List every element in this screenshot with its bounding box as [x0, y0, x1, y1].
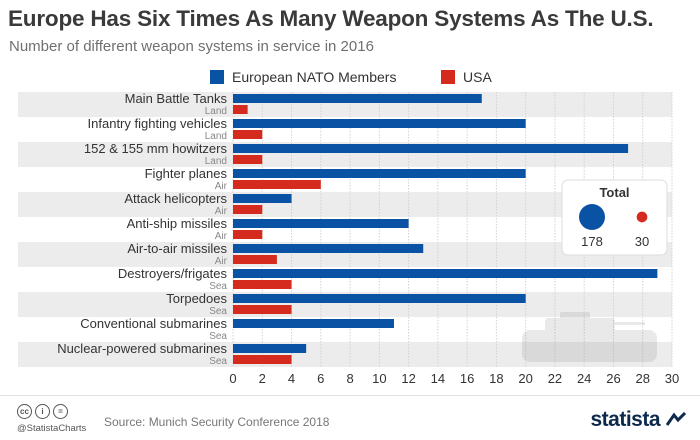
total-value-1: 30	[635, 234, 649, 249]
bar-usa-torpedoes	[233, 305, 292, 314]
attribution-icon: i	[35, 404, 50, 419]
category-label-main-battle-tanks: Main Battle Tanks	[125, 91, 228, 106]
source-note: Source: Munich Security Conference 2018	[104, 415, 330, 429]
domain-label-conventional-submarines: Sea	[209, 331, 227, 342]
row-band-nuclear-powered-submarines	[18, 342, 672, 367]
statista-logo-icon	[666, 412, 686, 426]
domain-label-anti-ship-missiles: Air	[215, 231, 228, 242]
legend-item-usa: USA	[441, 69, 492, 85]
x-tick-label-2: 2	[259, 371, 266, 386]
domain-label-nuclear-powered-submarines: Sea	[209, 356, 227, 367]
x-tick-label-14: 14	[431, 371, 445, 386]
statista-logo[interactable]: statista	[590, 408, 660, 431]
x-tick-label-18: 18	[489, 371, 503, 386]
x-tick-label-10: 10	[372, 371, 386, 386]
domain-label-infantry-fighting-vehicles: Land	[205, 131, 227, 142]
chart-title: Europe Has Six Times As Many Weapon Syst…	[8, 6, 654, 31]
total-value-0: 178	[581, 234, 603, 249]
domain-label-152-155-mm-howitzers: Land	[205, 156, 227, 167]
chart-subtitle: Number of different weapon systems in se…	[9, 38, 374, 55]
legend: European NATO Members USA	[0, 69, 700, 89]
category-label-fighter-planes: Fighter planes	[145, 166, 228, 181]
bar-european-nato-members-infantry-fighting-vehicles	[233, 119, 526, 128]
x-tick-label-8: 8	[346, 371, 353, 386]
category-label-destroyers-frigates: Destroyers/frigates	[118, 266, 228, 281]
category-label-attack-helicopters: Attack helicopters	[124, 191, 227, 206]
bar-european-nato-members-main-battle-tanks	[233, 94, 482, 103]
domain-label-attack-helicopters: Air	[215, 206, 228, 217]
x-tick-label-28: 28	[635, 371, 649, 386]
x-tick-label-20: 20	[518, 371, 532, 386]
x-tick-label-4: 4	[288, 371, 295, 386]
x-tick-label-6: 6	[317, 371, 324, 386]
domain-label-torpedoes: Sea	[209, 306, 227, 317]
tank-silhouette	[522, 312, 657, 362]
bar-usa-infantry-fighting-vehicles	[233, 130, 263, 139]
x-tick-label-26: 26	[606, 371, 620, 386]
x-tick-label-24: 24	[577, 371, 591, 386]
x-tick-label-12: 12	[401, 371, 415, 386]
bar-european-nato-members-anti-ship-missiles	[233, 219, 409, 228]
bar-european-nato-members-air-to-air-missiles	[233, 244, 424, 253]
bar-usa-air-to-air-missiles	[233, 255, 277, 264]
domain-label-air-to-air-missiles: Air	[215, 256, 228, 267]
bar-european-nato-members-torpedoes	[233, 294, 526, 303]
bar-usa-destroyers-frigates	[233, 280, 292, 289]
bars	[233, 94, 658, 364]
total-bubble-0	[579, 204, 605, 230]
legend-label-europe: European NATO Members	[232, 69, 397, 85]
category-label-air-to-air-missiles: Air-to-air missiles	[127, 241, 227, 256]
bar-european-nato-members-destroyers-frigates	[233, 269, 658, 278]
category-label-torpedoes: Torpedoes	[166, 291, 227, 306]
legend-item-europe: European NATO Members	[210, 69, 396, 85]
bar-usa-main-battle-tanks	[233, 105, 248, 114]
bar-usa-fighter-planes	[233, 180, 321, 189]
legend-swatch-usa	[441, 70, 455, 84]
domain-label-destroyers-frigates: Sea	[209, 281, 227, 292]
bar-european-nato-members-conventional-submarines	[233, 319, 394, 328]
cc-icon: cc	[17, 404, 32, 419]
total-title: Total	[599, 185, 629, 200]
license-icons: cc i =	[17, 404, 68, 419]
category-label-anti-ship-missiles: Anti-ship missiles	[127, 216, 228, 231]
legend-label-usa: USA	[463, 69, 492, 85]
domain-label-fighter-planes: Air	[215, 181, 228, 192]
total-box	[561, 179, 668, 256]
x-tick-label-0: 0	[229, 371, 236, 386]
x-tick-label-30: 30	[665, 371, 679, 386]
x-tick-label-22: 22	[548, 371, 562, 386]
bar-usa-attack-helicopters	[233, 205, 263, 214]
bar-european-nato-members-nuclear-powered-submarines	[233, 344, 307, 353]
footer: cc i = @StatistaCharts Source: Munich Se…	[0, 395, 700, 440]
bar-usa-anti-ship-missiles	[233, 230, 263, 239]
bar-usa-nuclear-powered-submarines	[233, 355, 292, 364]
category-label-infantry-fighting-vehicles: Infantry fighting vehicles	[88, 116, 228, 131]
bar-european-nato-members-152-155-mm-howitzers	[233, 144, 629, 153]
total-bubble-1	[636, 211, 648, 223]
domain-label-main-battle-tanks: Land	[205, 106, 227, 117]
bar-usa-152-155-mm-howitzers	[233, 155, 263, 164]
category-label-conventional-submarines: Conventional submarines	[80, 316, 227, 331]
x-tick-label-16: 16	[460, 371, 474, 386]
x-axis-ticks: 0 2 4 6 8 10 12 14 16 18 20 22 24 26 28 30	[229, 371, 679, 386]
category-label-nuclear-powered-submarines: Nuclear-powered submarines	[57, 341, 227, 356]
social-handle[interactable]: @StatistaCharts	[17, 423, 87, 434]
no-derivatives-icon: =	[53, 404, 68, 419]
category-label-152-155-mm-howitzers: 152 & 155 mm howitzers	[84, 141, 228, 156]
bar-european-nato-members-fighter-planes	[233, 169, 526, 178]
legend-swatch-europe	[210, 70, 224, 84]
total-inset: Total 178 30	[561, 179, 668, 256]
bar-european-nato-members-attack-helicopters	[233, 194, 292, 203]
